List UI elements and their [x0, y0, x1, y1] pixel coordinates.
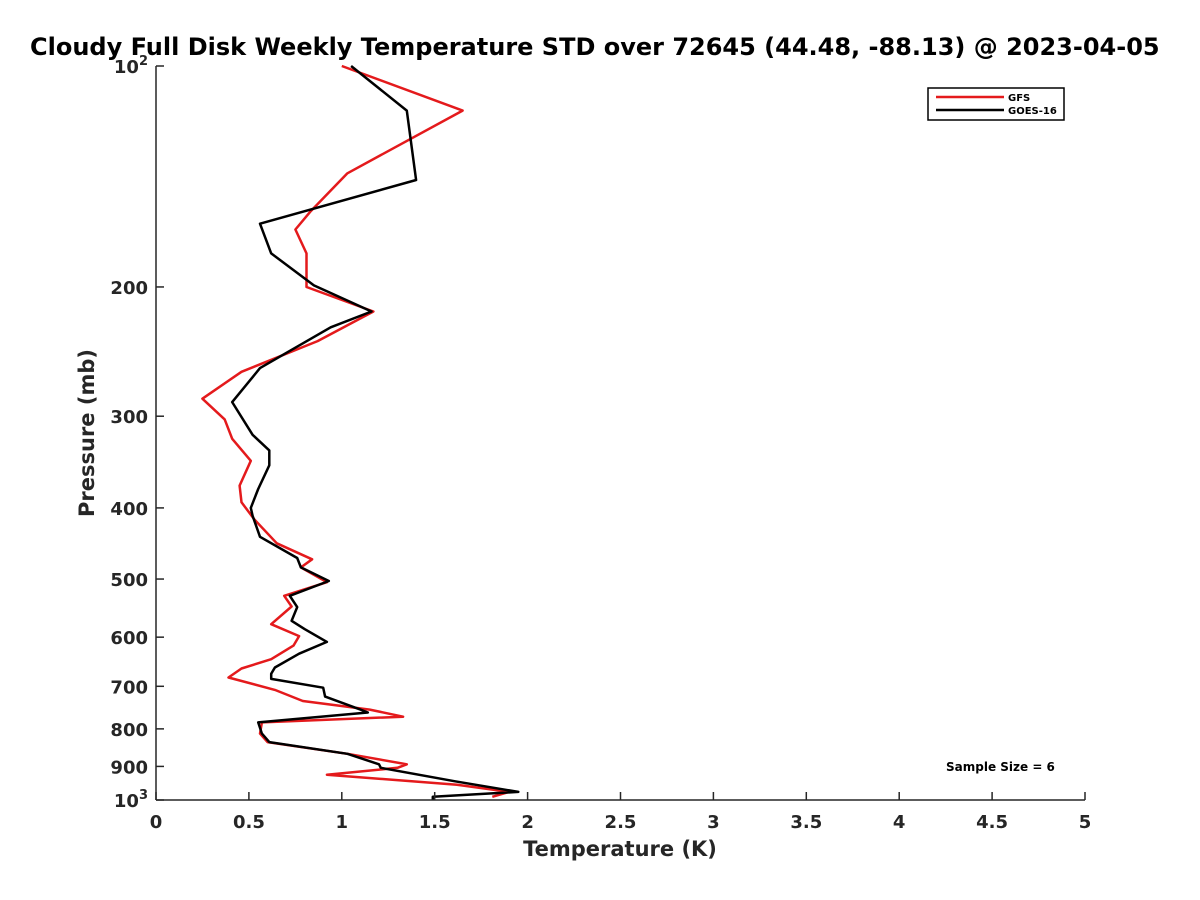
y-tick-label: 103: [114, 788, 148, 812]
y-tick-label: 102: [114, 54, 148, 78]
legend-label-goes16: GOES-16: [1008, 106, 1057, 117]
x-tick-label: 3: [707, 812, 720, 833]
y-tick-label: 200: [110, 278, 148, 299]
x-tick-label: 3.5: [790, 812, 822, 833]
y-tick-label: 500: [110, 570, 148, 591]
series-layer: [201, 64, 520, 800]
y-tick-label: 400: [110, 499, 148, 520]
x-tick-label: 0: [150, 812, 163, 833]
series-line-gfs: [201, 64, 511, 798]
sample-size-annotation: Sample Size = 6: [946, 760, 1055, 774]
x-tick-label: 1: [336, 812, 349, 833]
ticks-layer: 0 0.5 1 1.5 2 2.5 3 3.5 4 4.5 5 102 200 300 400 500 600 7…: [110, 54, 1091, 833]
y-tick-label: 600: [110, 628, 148, 649]
x-tick-label: 1.5: [419, 812, 451, 833]
series-line-goes16: [230, 65, 520, 800]
x-tick-label: 2: [521, 812, 534, 833]
x-tick-label: 4: [893, 812, 906, 833]
x-tick-label: 5: [1079, 812, 1092, 833]
y-axis-label: Pressure (mb): [75, 349, 99, 517]
legend-box: [927, 87, 1065, 121]
x-axis-label: Temperature (K): [523, 837, 717, 861]
legend-label-gfs: GFS: [1008, 93, 1030, 104]
legend: GFS GOES-16: [927, 87, 1065, 121]
y-tick-label: 700: [110, 677, 148, 698]
y-tick-label: 300: [110, 407, 148, 428]
x-tick-label: 0.5: [233, 812, 265, 833]
chart-title: Cloudy Full Disk Weekly Temperature STD …: [30, 33, 1160, 61]
y-tick-label: 800: [110, 720, 148, 741]
x-tick-label: 2.5: [605, 812, 637, 833]
y-tick-label: 900: [110, 757, 148, 778]
x-tick-label: 4.5: [976, 812, 1008, 833]
